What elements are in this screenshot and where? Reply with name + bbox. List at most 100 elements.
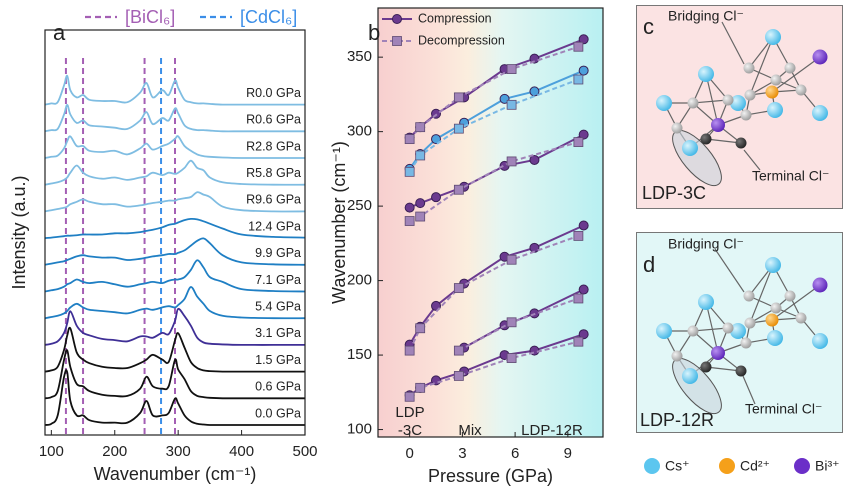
phase-label: LDP-3C (642, 183, 706, 203)
marker (453, 92, 464, 103)
terminal-label: Terminal Cl⁻ (745, 401, 822, 417)
marker (529, 53, 540, 64)
spectrum-label: 5.4 GPa (255, 299, 301, 313)
spectrum-label: R0.6 GPa (246, 113, 301, 127)
y-axis-label: Intensity (a.u.) (9, 175, 29, 289)
phase-annotation: -3C (398, 422, 422, 439)
panel-letter: d (643, 252, 655, 277)
spectrum (44, 159, 306, 186)
spectrum (44, 74, 305, 106)
spectrum (44, 259, 306, 293)
arrows (714, 21, 761, 405)
x-axis-label: Wavenumber (cm⁻¹) (94, 464, 257, 484)
legend-label: [BiCl₆] (125, 7, 175, 27)
marker (573, 137, 584, 147)
x-tick-label: 3 (458, 445, 466, 462)
y-tick-label: 150 (347, 346, 372, 363)
phase-label: LDP-12R (640, 410, 714, 430)
ion-legend-label: Cs⁺ (665, 458, 690, 474)
panel-letter: b (368, 20, 380, 45)
x-axis-label: Pressure (GPa) (428, 466, 553, 486)
x-tick-label: 200 (102, 443, 127, 460)
spectrum (44, 217, 306, 239)
x-tick-label: 100 (39, 443, 64, 460)
spectrum-label: R0.0 GPa (246, 86, 301, 100)
spectrum-label: 1.5 GPa (255, 353, 301, 367)
marker (506, 353, 517, 363)
marker (573, 231, 584, 241)
marker (573, 293, 584, 304)
panel-letter: c (643, 14, 654, 39)
legend-label: [CdCl₆] (240, 7, 297, 27)
bridging-label: Bridging Cl⁻ (668, 236, 744, 252)
marker (404, 345, 415, 356)
x-tick-label: 9 (564, 445, 572, 462)
spectrum-label: 12.4 GPa (248, 219, 301, 233)
panel-letter: a (53, 20, 66, 45)
ion-legend-marker (719, 458, 735, 474)
phase-annotation: Mix (458, 422, 482, 439)
marker (506, 317, 517, 328)
y-tick-label: 200 (347, 272, 372, 289)
marker (415, 323, 426, 334)
legend-label: Decompression (418, 33, 505, 47)
marker (415, 122, 426, 133)
plot-frame (377, 7, 604, 438)
marker (453, 371, 464, 381)
marker (578, 129, 589, 140)
marker (506, 254, 517, 265)
marker (506, 64, 517, 74)
marker (578, 329, 589, 340)
ion-legend-marker (644, 458, 660, 474)
y-tick-label: 250 (347, 197, 372, 214)
marker (453, 345, 464, 356)
spectrum (44, 135, 305, 159)
marker (578, 65, 589, 76)
spectrum-label: 3.1 GPa (255, 326, 301, 340)
marker (415, 211, 426, 222)
marker (415, 382, 426, 393)
spectrum-label: 7.1 GPa (255, 273, 301, 287)
marker (404, 134, 415, 144)
marker (506, 156, 517, 167)
phase-annotation: LDP (395, 404, 424, 421)
spectrum-label: 0.0 GPa (255, 406, 301, 420)
y-tick-label: 100 (347, 421, 372, 438)
legend-marker (392, 36, 402, 46)
ion-legend-label: Cd²⁺ (740, 458, 770, 474)
marker (573, 41, 584, 52)
spectrum (44, 286, 306, 320)
spectrum (44, 369, 305, 426)
terminal-label: Terminal Cl⁻ (752, 168, 829, 184)
marker (431, 192, 442, 203)
marker (578, 284, 589, 295)
spectrum (44, 237, 306, 266)
marker (404, 216, 415, 226)
marker (453, 283, 464, 293)
x-tick-label: 500 (292, 443, 317, 460)
marker (453, 184, 464, 195)
spectrum (44, 191, 306, 213)
marker (578, 34, 589, 45)
legend-label: Compression (418, 11, 492, 25)
marker (415, 198, 426, 209)
marker (415, 150, 426, 161)
marker (573, 74, 584, 85)
legend-marker (392, 14, 402, 24)
y-tick-label: 350 (347, 48, 372, 65)
marker (453, 123, 464, 134)
ion-legend-label: Bi³⁺ (815, 458, 840, 474)
marker (506, 99, 517, 110)
marker (578, 220, 589, 231)
spectrum (44, 103, 305, 133)
spectrum-label: 9.9 GPa (255, 246, 301, 260)
y-tick-label: 300 (347, 123, 372, 140)
ion-legend-marker (794, 458, 810, 474)
x-tick-label: 6 (511, 445, 519, 462)
marker (573, 336, 584, 347)
bridging-label: Bridging Cl⁻ (668, 8, 744, 24)
spectrum-label: R9.6 GPa (246, 193, 301, 207)
spectrum (44, 326, 305, 373)
spectrum-label: 0.6 GPa (255, 380, 301, 394)
